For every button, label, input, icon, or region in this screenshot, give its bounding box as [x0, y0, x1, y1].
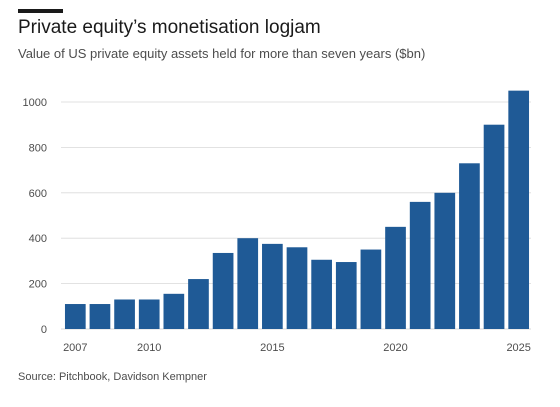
bar-2023 [459, 163, 480, 329]
bar-2009 [114, 299, 135, 329]
bars [64, 90, 530, 330]
x-tick-label: 2020 [383, 342, 407, 354]
bar-2024 [483, 124, 505, 329]
bar-2011 [163, 293, 185, 329]
bar-2010 [138, 299, 160, 329]
bar-2008 [89, 304, 111, 329]
bar-2020 [385, 226, 406, 329]
chart-title: Private equity’s monetisation logjam [18, 17, 321, 38]
y-axis-ticks: 0 200 400 600 800 1000 [23, 97, 47, 336]
y-tick-label: 400 [29, 233, 47, 245]
bar-2015 [262, 243, 283, 329]
x-tick-label: 2015 [260, 342, 284, 354]
bar-2013 [212, 252, 234, 329]
x-tick-label: 2007 [63, 342, 87, 354]
x-tick-label: 2025 [506, 342, 530, 354]
bar-2016 [286, 247, 308, 329]
bar-2018 [335, 262, 357, 329]
x-axis-ticks: 2007 2010 2015 2020 2025 [63, 342, 531, 354]
y-tick-label: 0 [41, 324, 47, 336]
bar-2022 [434, 192, 456, 329]
y-tick-label: 200 [29, 279, 47, 291]
source-note: Source: Pitchbook, Davidson Kempner [18, 371, 207, 383]
bar-2017 [311, 259, 332, 329]
y-tick-label: 600 [29, 188, 47, 200]
bar-2007 [64, 304, 86, 329]
bar-2014 [237, 238, 259, 329]
y-tick-label: 800 [29, 142, 47, 154]
bar-2012 [188, 279, 209, 329]
chart-subtitle: Value of US private equity assets held f… [18, 46, 426, 61]
y-tick-label: 1000 [23, 97, 47, 109]
brand-bar [18, 9, 63, 13]
bar-2025 [508, 90, 530, 330]
bar-2019 [360, 249, 382, 329]
x-tick-label: 2010 [137, 342, 161, 354]
bar-2021 [409, 201, 431, 329]
